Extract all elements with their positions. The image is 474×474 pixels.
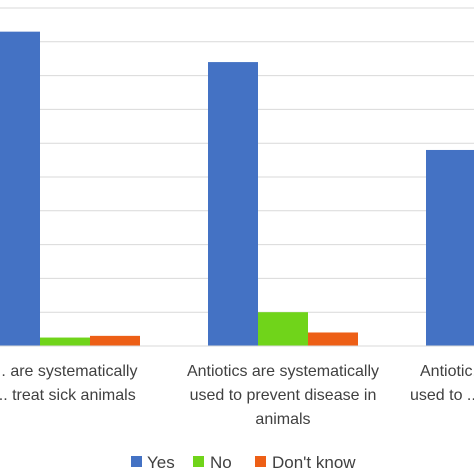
category-label-2-line-2: used to prevent disease in [190, 387, 377, 404]
bar-don-t-know-category-1 [90, 335, 140, 346]
legend-swatch-yes [131, 456, 142, 467]
bar-don-t-know-category-2 [308, 332, 358, 346]
bar-yes-category-3 [426, 149, 474, 346]
category-label-1-line-1: ... are systematically [0, 363, 137, 380]
bar-no-category-1 [40, 337, 90, 346]
legend-label-no: No [210, 453, 232, 472]
category-label-3-line-2: used to ... [410, 387, 474, 404]
legend-label-dont-know: Don't know [272, 453, 356, 472]
category-label-3-line-1: Antiotic... [420, 363, 474, 380]
bar-yes-category-2 [208, 62, 258, 347]
category-label-2-line-3: animals [255, 411, 310, 428]
category-label-2-line-1: Antiotics are systematically [187, 363, 379, 380]
bars [0, 31, 474, 347]
legend-swatch-dont-know [255, 456, 266, 467]
category-label-1-line-2: ... treat sick animals [0, 387, 136, 404]
bar-no-category-2 [258, 312, 308, 346]
legend-swatch-no [193, 456, 204, 467]
legend-label-yes: Yes [147, 453, 175, 472]
legend: Yes No Don't know [131, 453, 356, 472]
bar-yes-category-1 [0, 31, 40, 346]
